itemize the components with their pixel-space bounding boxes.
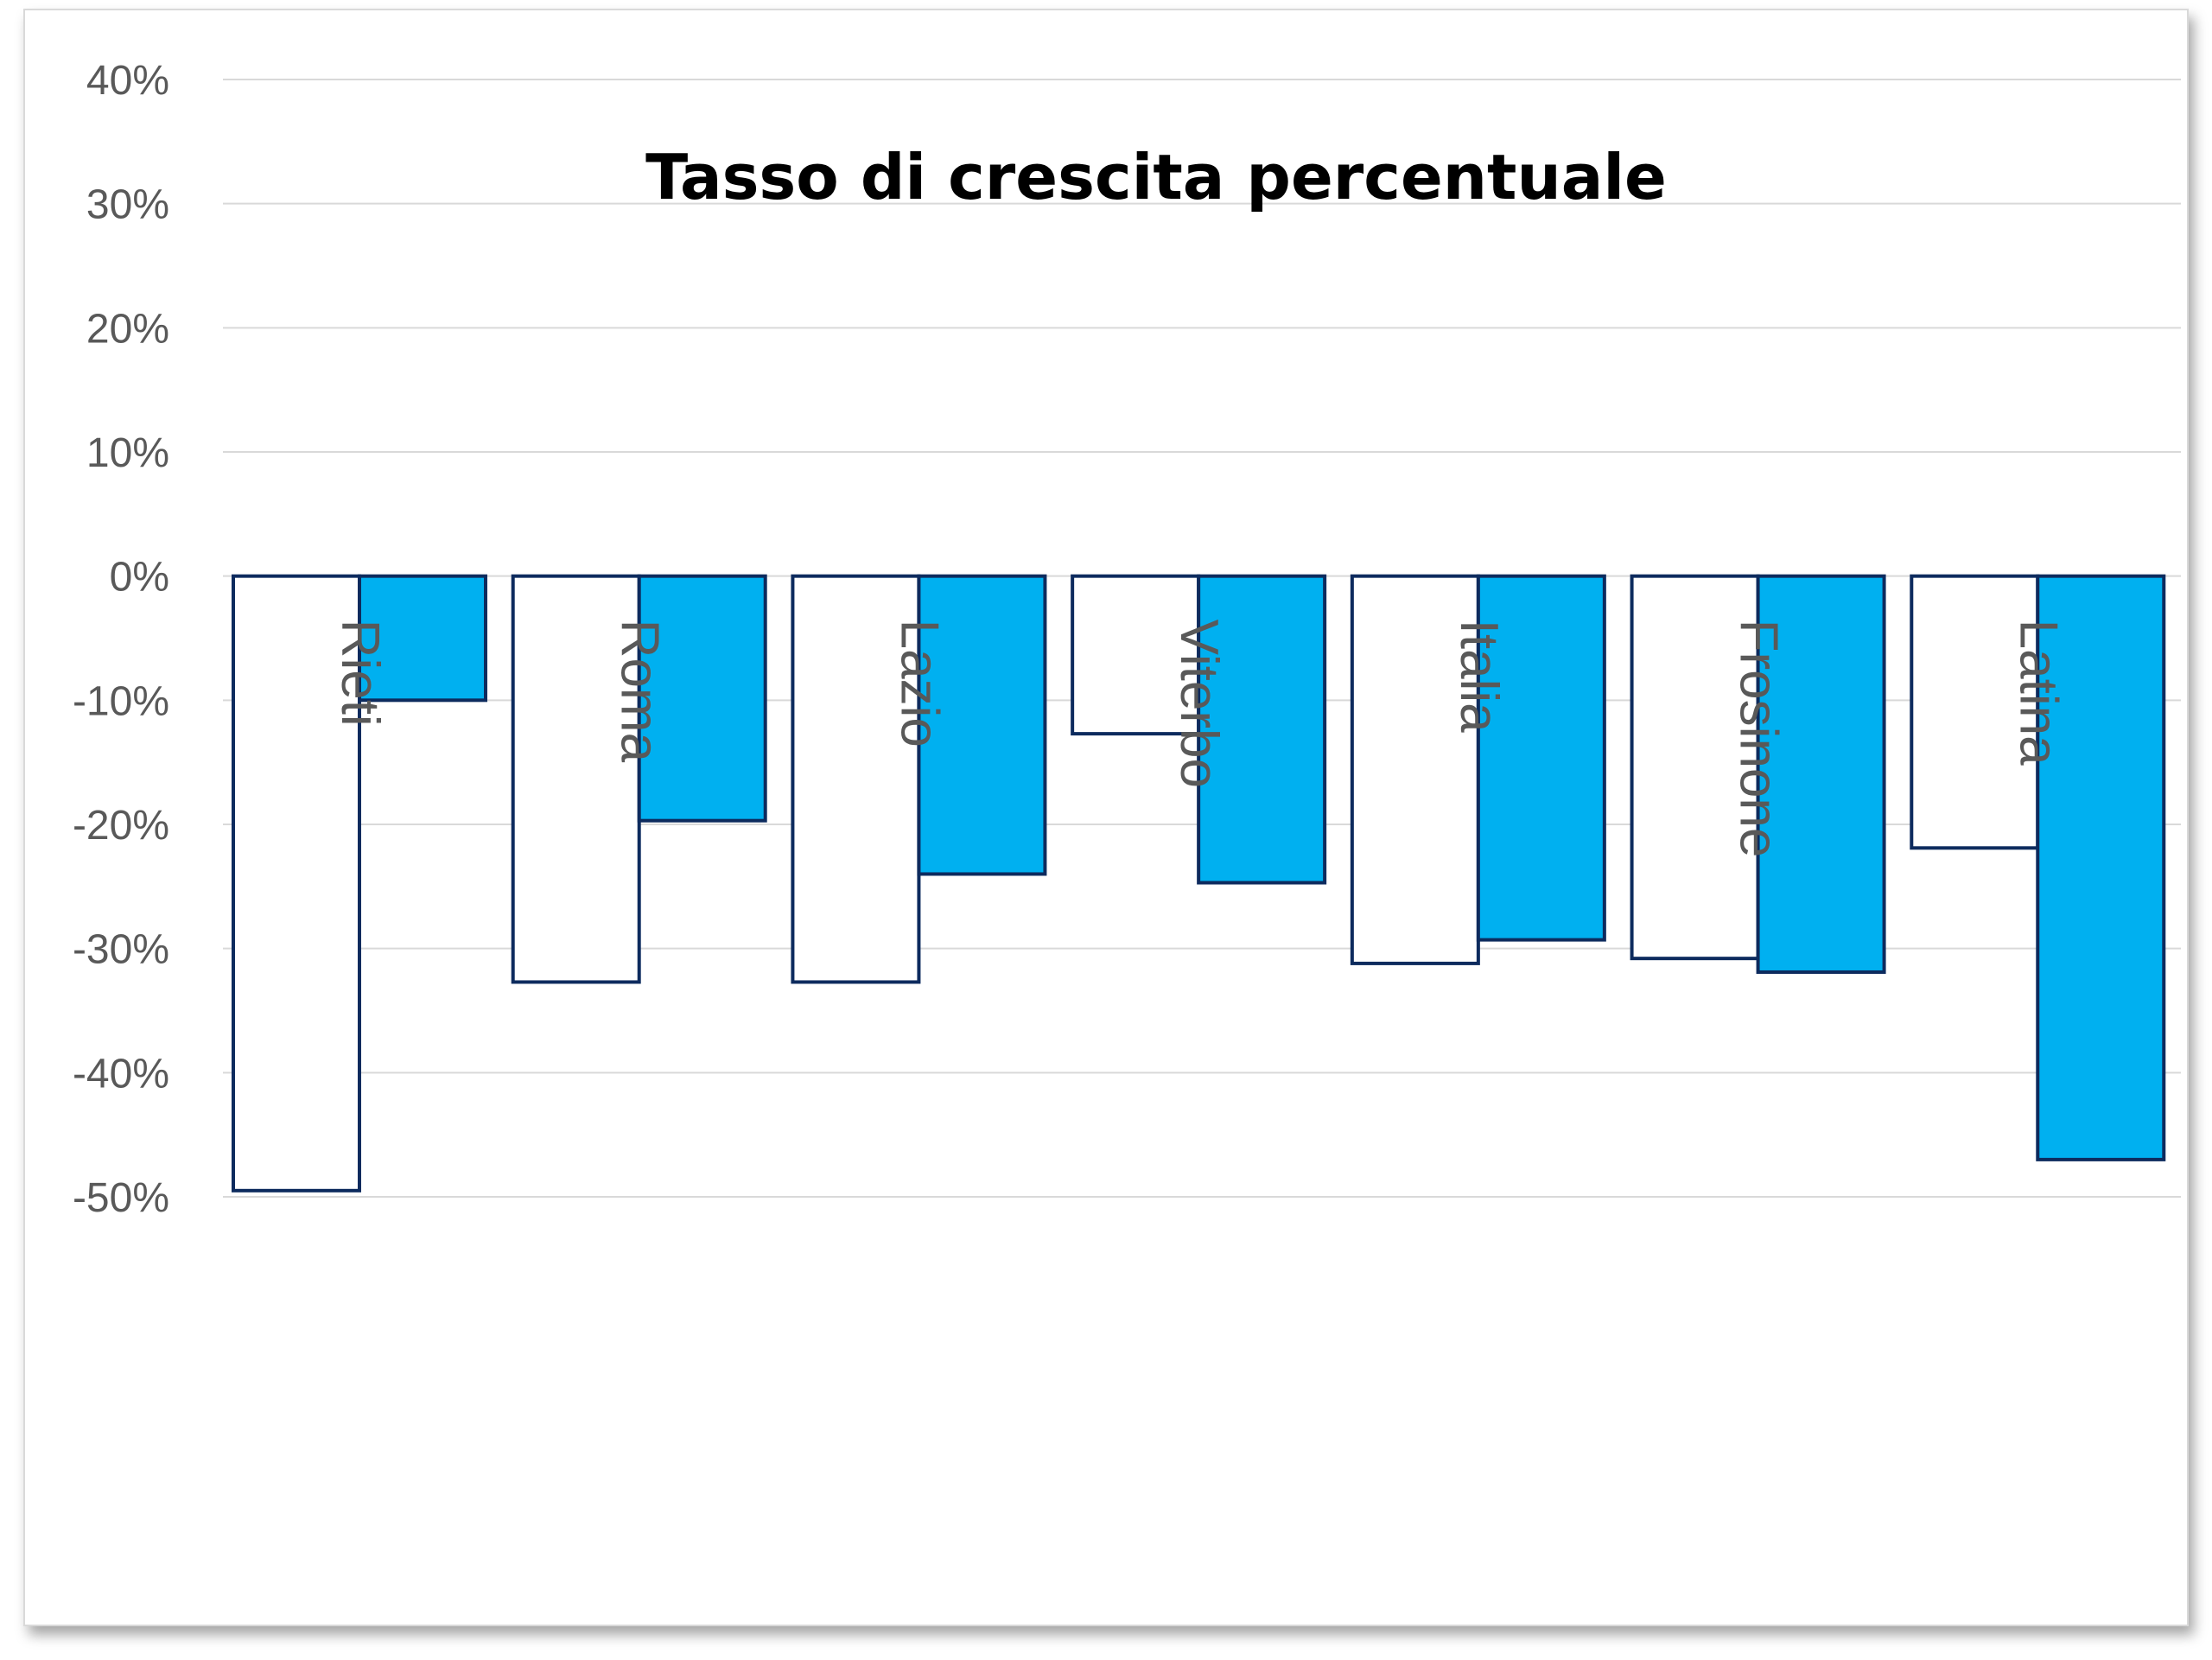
y-tick-label: 0%	[110, 555, 169, 601]
y-tick-label: -10%	[73, 678, 169, 724]
bar-roma-series-1	[511, 574, 641, 984]
chart-title: Tasso di crescita percentuale	[645, 141, 1667, 213]
category-label-frosinone: Frosinone	[1729, 620, 1789, 858]
bar-rieti-series-2	[358, 574, 487, 703]
bar-roma-series-2	[637, 574, 767, 823]
y-tick-label: -20%	[73, 803, 169, 849]
bar-italia-series-2	[1476, 574, 1606, 942]
bar-latina-series-2	[2036, 574, 2166, 1161]
y-tick-label: 40%	[86, 58, 169, 104]
y-tick-label: -40%	[73, 1051, 169, 1097]
category-label-latina: Latina	[2008, 620, 2068, 766]
bar-rieti-series-1	[232, 574, 361, 1193]
category-label-rieti: Rieti	[330, 620, 390, 727]
y-tick-label: -30%	[73, 927, 169, 973]
bars	[232, 574, 2166, 1193]
y-tick-label: 30%	[86, 182, 169, 228]
bar-viterbo-series-1	[1071, 574, 1201, 736]
bar-frosinone-series-2	[1756, 574, 1886, 974]
y-tick-label: -50%	[73, 1175, 169, 1221]
bar-lazio-series-2	[917, 574, 1047, 876]
bar-italia-series-1	[1350, 574, 1480, 965]
category-label-italia: Italia	[1449, 620, 1509, 733]
bar-latina-series-1	[1910, 574, 2040, 850]
y-tick-label: 10%	[86, 430, 169, 476]
category-label-lazio: Lazio	[889, 620, 949, 747]
category-label-viterbo: Viterbo	[1169, 620, 1229, 788]
y-axis-tick-labels: 40% 30% 20% 10% 0% -10% -20% -30% -40% -50%	[73, 58, 169, 1221]
bar-viterbo-series-2	[1197, 574, 1327, 885]
y-tick-label: 20%	[86, 306, 169, 352]
bar-frosinone-series-1	[1630, 574, 1760, 961]
category-label-roma: Roma	[610, 620, 670, 763]
bar-lazio-series-1	[791, 574, 921, 984]
category-labels: Rieti Roma Lazio Viterbo Italia Frosinone Lati…	[330, 620, 2068, 858]
